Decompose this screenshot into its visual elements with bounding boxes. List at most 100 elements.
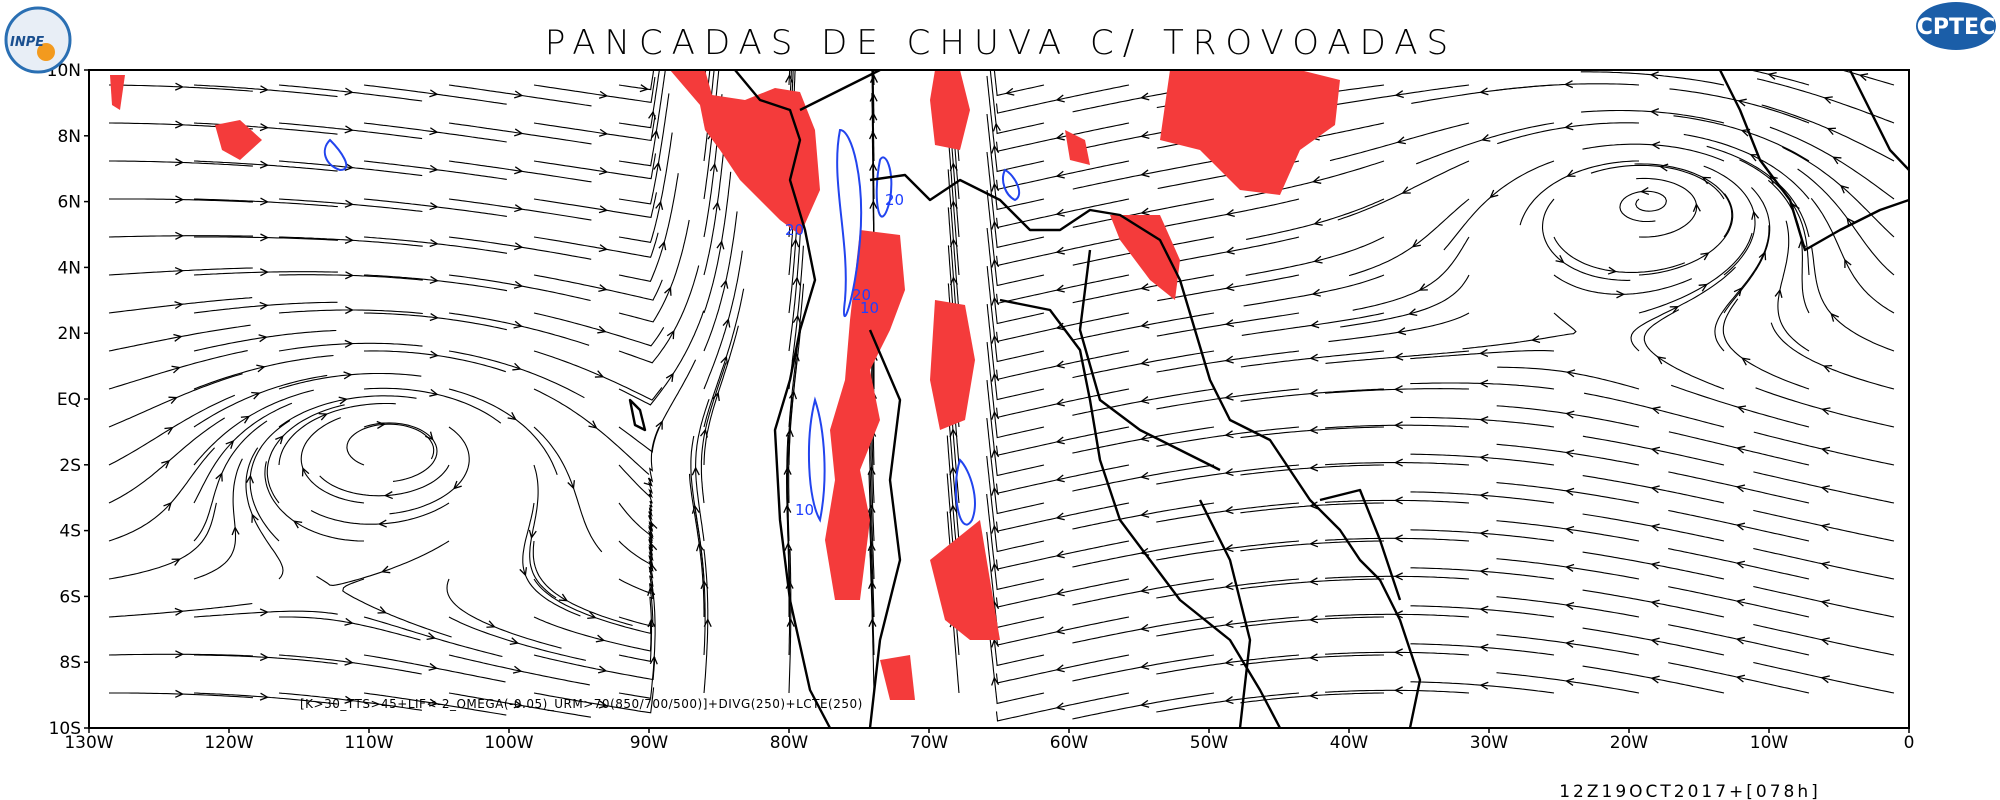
streamline [703, 250, 743, 390]
arrowhead [1737, 98, 1747, 107]
streamline [193, 84, 338, 98]
streamline [703, 325, 739, 466]
arrowhead [1751, 210, 1760, 220]
streamline [1325, 575, 1470, 580]
arrowhead [1735, 674, 1746, 683]
streamline [1072, 198, 1215, 228]
arrowhead [598, 244, 609, 253]
streamline [1580, 71, 1725, 86]
arrowhead [567, 480, 575, 490]
streamline [1328, 312, 1470, 343]
arrowhead [1820, 637, 1830, 646]
lon-label: 80W [770, 733, 809, 753]
arrowhead [344, 617, 354, 626]
arrowhead [1735, 598, 1746, 607]
streamline [1240, 540, 1384, 552]
arrowhead [1224, 696, 1234, 705]
arrowhead [1820, 485, 1830, 494]
arrowhead [1224, 544, 1234, 553]
arrowhead [1566, 169, 1576, 177]
arrowhead [1308, 653, 1319, 662]
streamline [109, 198, 254, 203]
arrowhead [1616, 290, 1626, 299]
streamline [1325, 424, 1470, 429]
arrowhead [258, 334, 268, 343]
arrowhead [1393, 572, 1403, 581]
arrowhead [1820, 523, 1830, 532]
streamline [703, 288, 745, 428]
streamline [364, 350, 506, 373]
arrowhead [1224, 506, 1234, 515]
arrowhead [1735, 560, 1746, 569]
streamline [278, 309, 423, 315]
streamline [1722, 298, 1810, 390]
streamline [108, 267, 253, 276]
streamline [1753, 471, 1895, 504]
streamline [1157, 198, 1300, 229]
lon-label: 120W [204, 733, 253, 753]
streamline [700, 362, 727, 504]
streamline [995, 540, 1130, 570]
arrowhead [1607, 266, 1618, 275]
contour-label: 10 [860, 299, 879, 317]
arrowhead [1698, 283, 1708, 292]
contours [323, 128, 1021, 526]
arrowhead [1393, 421, 1403, 430]
arrowhead [1650, 561, 1660, 570]
streamline [1553, 274, 1693, 295]
arrowhead [1650, 523, 1660, 532]
streamline [1245, 198, 1385, 240]
streamline [1582, 435, 1725, 466]
arrowhead [259, 692, 269, 701]
streamline [533, 350, 663, 401]
streamline [363, 122, 507, 143]
streamline [193, 354, 334, 390]
streamline [533, 426, 603, 553]
streamline [1240, 502, 1384, 514]
streamline [996, 236, 1130, 267]
streamline [1325, 388, 1470, 394]
arrowhead [171, 365, 181, 374]
streamline [1582, 627, 1725, 656]
arrowhead [1139, 661, 1150, 670]
streamline [618, 219, 690, 323]
streamline [618, 359, 697, 453]
arrowhead [1313, 255, 1323, 264]
arrowhead [514, 242, 524, 251]
arrowhead [869, 111, 878, 121]
streamline [1582, 665, 1725, 694]
streamline [1739, 159, 1810, 276]
streamline [947, 169, 960, 314]
streamline [947, 131, 960, 276]
arrowhead [598, 700, 608, 709]
arrowhead [259, 160, 269, 169]
streamline [618, 70, 660, 129]
streamline [995, 122, 1130, 152]
arrowhead [1225, 209, 1235, 218]
arrowhead [1224, 582, 1234, 591]
arrowhead [1839, 184, 1849, 194]
streamline [363, 312, 507, 331]
arrowhead [1309, 353, 1319, 362]
arrowhead [164, 426, 174, 435]
streamline [1496, 558, 1640, 580]
streamline [522, 502, 581, 617]
arrowhead [722, 318, 731, 328]
arrowhead [1393, 686, 1403, 695]
streamline [193, 402, 293, 504]
streamline [448, 84, 592, 107]
arrowhead [380, 565, 391, 574]
arrowhead [1846, 217, 1855, 227]
map-area: 20 20 20 10 10 [K>30_TTS>45+LIF<-2_OMEGA… [108, 70, 1909, 728]
arrowhead [949, 504, 958, 514]
streamline [1410, 491, 1555, 504]
streamline [1582, 475, 1725, 504]
streamline [1329, 122, 1470, 162]
arrowhead [1055, 208, 1065, 217]
streamline [1156, 464, 1300, 485]
arrowhead [259, 652, 270, 662]
streamline [688, 473, 705, 617]
arrowhead [1650, 637, 1660, 646]
arrowhead [301, 467, 310, 477]
